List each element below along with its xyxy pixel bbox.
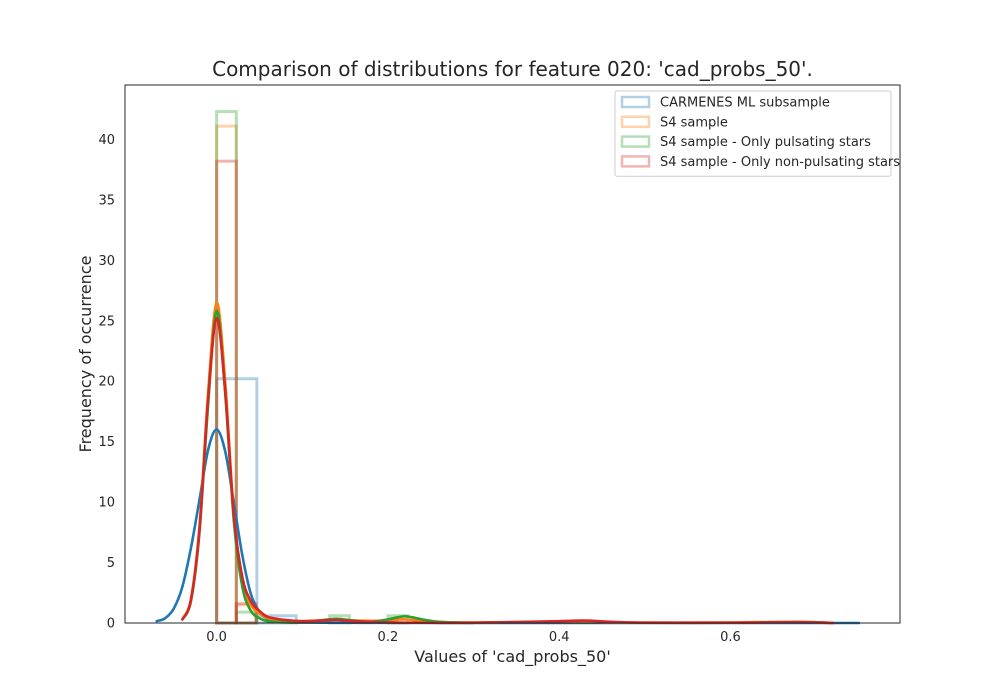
legend-box <box>614 90 892 177</box>
kde-line-3 <box>181 317 835 625</box>
y-tick-label: 30 <box>98 254 115 269</box>
legend-swatch-1 <box>620 115 651 129</box>
plot-area <box>155 110 861 625</box>
y-tick-label: 25 <box>98 314 115 329</box>
y-axis-label: Frequency of occurrence <box>76 256 95 453</box>
legend-swatch-0 <box>620 95 651 109</box>
y-tick-label: 40 <box>98 133 115 148</box>
y-tick-label: 15 <box>98 435 115 450</box>
y-tick-label: 20 <box>98 375 115 390</box>
chart-title: Comparison of distributions for feature … <box>212 57 813 81</box>
y-tick-label: 5 <box>107 556 115 571</box>
axes: 0.0 0.2 0.4 0.6 0 5 10 15 20 25 30 35 40 <box>98 84 901 645</box>
y-tick-label: 10 <box>98 496 115 511</box>
x-tick-label: 0.2 <box>378 630 399 645</box>
legend-label-3: S4 sample - Only non-pulsating stars <box>660 155 900 170</box>
x-tick-label: 0.6 <box>720 630 741 645</box>
x-axis-label: Values of 'cad_probs_50' <box>414 647 610 667</box>
legend-swatch-2 <box>620 135 651 148</box>
y-tick-label: 0 <box>107 617 115 632</box>
legend-label-1: S4 sample <box>660 115 728 130</box>
y-tick-label: 35 <box>98 193 115 208</box>
axes-frame <box>124 84 901 624</box>
legend-label-0: CARMENES ML subsample <box>660 96 830 111</box>
legend-swatch-3 <box>620 155 651 168</box>
legend: CARMENES ML subsample S4 sample S4 sample … <box>614 90 900 177</box>
x-tick-label: 0.0 <box>206 630 227 645</box>
x-tick-label: 0.4 <box>549 630 570 645</box>
legend-label-2: S4 sample - Only pulsating stars <box>660 135 871 150</box>
